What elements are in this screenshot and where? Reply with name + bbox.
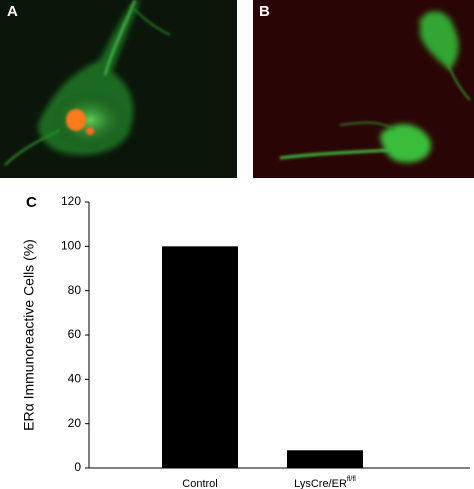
panel-label: A bbox=[7, 3, 18, 20]
y-tick-label: 20 bbox=[68, 416, 82, 430]
category-superscript: fl/fl bbox=[347, 476, 356, 483]
y-tick-label: 120 bbox=[61, 194, 81, 208]
micrograph-b bbox=[253, 0, 474, 178]
y-tick-label: 0 bbox=[74, 460, 81, 474]
x-tick-label: Control bbox=[182, 478, 217, 489]
bar bbox=[287, 450, 363, 468]
category-name: Control bbox=[182, 478, 217, 489]
y-axis-label: ERα Immunoreactive Cells (%) bbox=[21, 239, 37, 431]
bar bbox=[162, 246, 238, 468]
y-tick-label: 40 bbox=[68, 372, 82, 386]
y-tick-label: 100 bbox=[61, 239, 81, 253]
y-tick-label: 60 bbox=[68, 327, 82, 341]
x-tick-label: LysCre/ERfl/fl bbox=[294, 476, 356, 489]
y-tick-label: 80 bbox=[68, 283, 82, 297]
micrograph-a bbox=[0, 0, 237, 178]
panel-label: B bbox=[259, 3, 270, 20]
category-name: LysCre/ER bbox=[294, 478, 347, 489]
panel-label: C bbox=[26, 194, 37, 211]
